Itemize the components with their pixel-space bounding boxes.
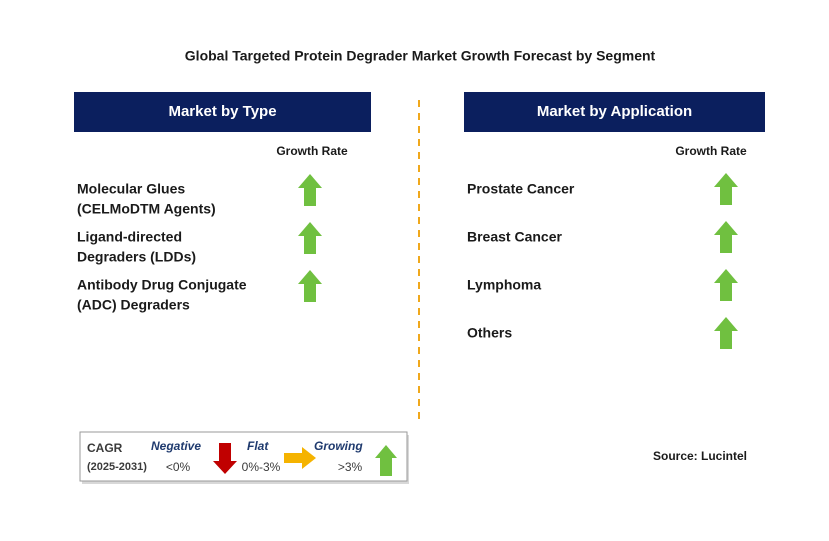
legend-negative-range: <0% bbox=[166, 460, 191, 474]
legend-negative: Negative bbox=[151, 439, 201, 453]
panel-header bbox=[74, 92, 371, 132]
column-label: Growth Rate bbox=[276, 144, 348, 158]
panel-header-text: Market by Application bbox=[537, 103, 692, 120]
growth-arrow bbox=[714, 317, 738, 349]
item-label: Breast Cancer bbox=[467, 229, 562, 245]
legend-period: (2025-2031) bbox=[87, 461, 147, 473]
item-label: Prostate Cancer bbox=[467, 181, 575, 197]
title: Global Targeted Protein Degrader Market … bbox=[185, 48, 656, 64]
item-label: Antibody Drug Conjugate bbox=[77, 277, 247, 293]
growth-arrow bbox=[714, 221, 738, 253]
growth-arrow bbox=[714, 173, 738, 205]
legend-growing-range: >3% bbox=[338, 460, 363, 474]
growth-arrow bbox=[298, 174, 322, 206]
item-label: Lymphoma bbox=[467, 277, 541, 293]
legend-flat-range: 0%-3% bbox=[242, 460, 281, 474]
source: Source: Lucintel bbox=[653, 449, 747, 463]
item-label: Ligand-directed bbox=[77, 229, 182, 245]
growth-arrow bbox=[298, 270, 322, 302]
item-label: Degraders (LDDs) bbox=[77, 249, 196, 265]
growth-arrow bbox=[298, 222, 322, 254]
item-label: Others bbox=[467, 325, 512, 341]
item-label: (CELMoDTM Agents) bbox=[77, 201, 216, 217]
legend-flat: Flat bbox=[247, 439, 269, 453]
legend-title: CAGR bbox=[87, 441, 123, 455]
legend-growing: Growing bbox=[314, 439, 363, 453]
panel-header-text: Market by Type bbox=[168, 103, 276, 120]
column-label: Growth Rate bbox=[675, 144, 747, 158]
item-label: (ADC) Degraders bbox=[77, 297, 190, 313]
panel-header bbox=[464, 92, 765, 132]
up-arrow bbox=[375, 445, 397, 476]
item-label: Molecular Glues bbox=[77, 181, 185, 197]
down-arrow bbox=[213, 443, 237, 474]
legend-box bbox=[79, 431, 408, 482]
right-arrow bbox=[284, 447, 316, 469]
growth-arrow bbox=[714, 269, 738, 301]
